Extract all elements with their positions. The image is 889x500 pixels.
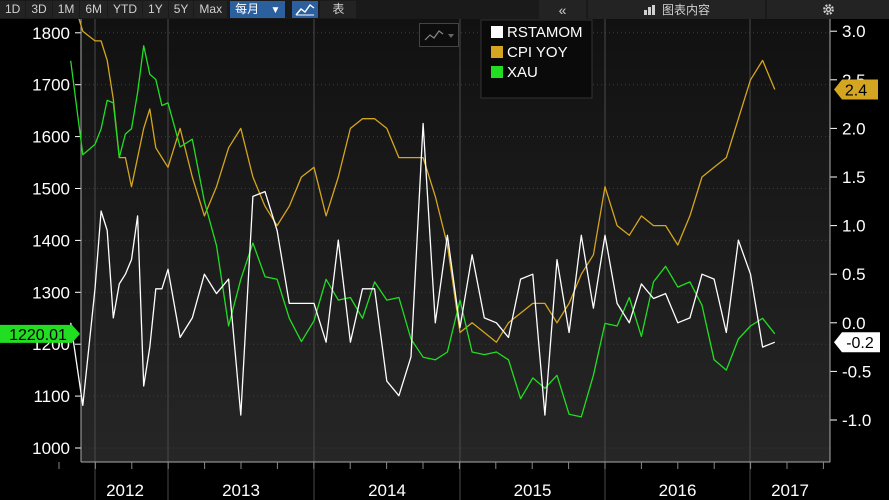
left-tick-label: 1400 <box>32 231 70 250</box>
frequency-dropdown[interactable]: 每月 ▼ <box>230 1 286 18</box>
legend-label: CPI YOY <box>507 44 568 61</box>
left-tick-label: 1600 <box>32 128 70 147</box>
right-tick-label: -1.0 <box>842 411 871 430</box>
chevron-down-icon: ▼ <box>270 5 281 16</box>
left-tick-label: 1300 <box>32 283 70 302</box>
right-tick-label: 2.0 <box>842 119 866 138</box>
right-tick-label: 1.0 <box>842 217 866 236</box>
cpi-last-value-badge <box>834 79 878 100</box>
x-tick-label: 2017 <box>771 481 809 500</box>
mini-chart-icon <box>424 30 454 41</box>
right-tick-label: -0.5 <box>842 362 871 381</box>
chart-type-selector[interactable] <box>419 23 459 47</box>
rstamom-last-value-badge <box>834 332 880 353</box>
series-lines <box>70 19 776 418</box>
x-tick-label: 2015 <box>514 481 552 500</box>
table-label: 表 <box>332 2 345 16</box>
x-axis: 2012 2013 2014 2015 2016 2017 <box>58 461 830 500</box>
chart-content-label: 图表内容 <box>661 3 710 17</box>
series-line-cpi-yoy <box>78 19 776 343</box>
left-tick-label: 1500 <box>32 180 70 199</box>
range-button-1d[interactable]: 1D <box>0 1 26 18</box>
x-tick-label: 2014 <box>368 481 406 500</box>
series-line-rstamom <box>70 122 776 416</box>
range-button-5y[interactable]: 5Y <box>168 1 194 18</box>
x-tick-label: 2016 <box>659 481 697 500</box>
legend-label: RSTAMOM <box>507 24 583 41</box>
left-tick-label: 1100 <box>33 387 70 406</box>
xau-last-value-badge <box>0 324 80 343</box>
right-tick-label: 1.5 <box>842 168 866 187</box>
chart-content-button[interactable]: 图表内容 <box>588 0 765 19</box>
legend-label: XAU <box>507 64 538 81</box>
left-tick-label: 1800 <box>32 24 70 43</box>
xau-last-value: 1220.01 <box>9 327 67 344</box>
legend-swatch <box>491 26 503 38</box>
table-view-button[interactable]: 表 <box>320 1 357 18</box>
range-button-1m[interactable]: 1M <box>52 1 80 18</box>
right-tick-label: 0.0 <box>842 314 866 333</box>
gear-icon <box>822 4 834 15</box>
line-chart-icon <box>295 4 315 16</box>
x-tick-label: 2013 <box>222 481 260 500</box>
chart-content-icon <box>643 4 655 15</box>
settings-button[interactable] <box>767 0 889 19</box>
left-tick-label: 1700 <box>32 76 70 95</box>
right-tick-label: 3.0 <box>842 22 866 41</box>
range-button-1y[interactable]: 1Y <box>143 1 168 18</box>
last-value-labels: 1220.01 2.4 -0.2 <box>0 79 880 353</box>
legend-swatch <box>491 66 503 78</box>
range-button-max[interactable]: Max <box>194 1 228 18</box>
range-button-6m[interactable]: 6M <box>80 1 108 18</box>
x-tick-label: 2012 <box>106 481 144 500</box>
right-tick-label: 0.5 <box>842 265 866 284</box>
left-tick-label: 1000 <box>32 439 70 458</box>
double-chevron-left-icon: « <box>558 1 567 18</box>
grid <box>81 19 830 500</box>
range-button-group: 1D 3D 1M 6M YTD 1Y 5Y Max <box>0 1 228 18</box>
series-line-xau <box>70 45 776 418</box>
rstamom-last-value: -0.2 <box>846 335 874 352</box>
line-chart-button[interactable] <box>292 1 319 18</box>
legend-swatch <box>491 46 503 58</box>
frequency-label: 每月 <box>235 2 260 16</box>
back-button[interactable]: « <box>539 0 586 19</box>
range-button-3d[interactable]: 3D <box>26 1 52 18</box>
cpi-last-value: 2.4 <box>845 83 867 100</box>
range-button-ytd[interactable]: YTD <box>108 1 143 18</box>
legend: RSTAMOM CPI YOY XAU <box>480 19 593 99</box>
